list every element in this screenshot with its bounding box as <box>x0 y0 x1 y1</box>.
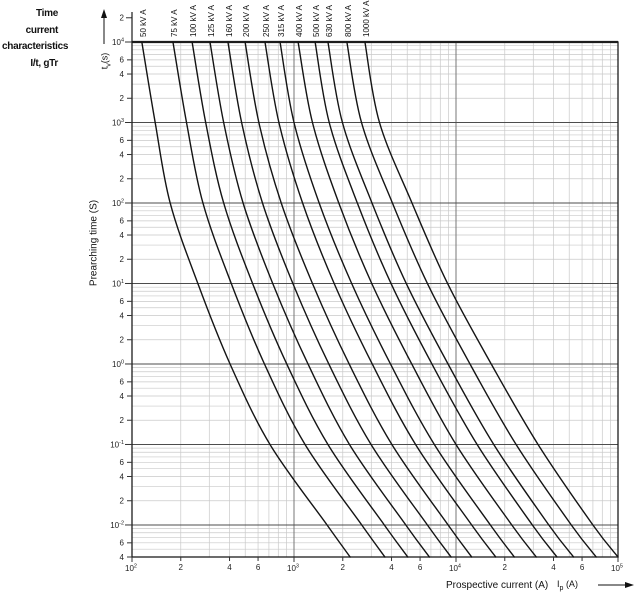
curve-label: 630 kV A <box>325 4 334 37</box>
svg-text:2: 2 <box>120 94 125 103</box>
curve-label: 250 kV A <box>262 4 271 37</box>
svg-text:102: 102 <box>125 564 137 574</box>
grid-major <box>132 42 618 557</box>
curve-1000-kV-A <box>364 41 619 558</box>
curve-label: 125 kV A <box>207 4 216 37</box>
curve-250-kV-A <box>264 41 497 558</box>
curve-125-kV-A <box>209 41 431 558</box>
curve-50-kV-A <box>141 41 351 558</box>
svg-text:104: 104 <box>449 564 461 574</box>
svg-text:6: 6 <box>120 136 125 145</box>
curve-315-kV-A <box>279 41 515 558</box>
svg-text:2: 2 <box>120 14 125 23</box>
svg-text:6: 6 <box>120 56 125 65</box>
svg-text:2: 2 <box>120 255 125 264</box>
svg-text:10-2: 10-2 <box>110 520 124 530</box>
curve-label: 200 kV A <box>242 4 251 37</box>
svg-text:102: 102 <box>112 198 124 208</box>
svg-text:101: 101 <box>112 279 124 289</box>
grid-minor <box>132 42 618 558</box>
curve-75-kV-A <box>172 41 386 558</box>
curve-160-kV-A <box>227 41 452 558</box>
svg-text:2: 2 <box>120 497 125 506</box>
svg-text:4: 4 <box>120 311 125 320</box>
plot-frame <box>131 40 619 558</box>
curve-100-kV-A <box>191 41 409 558</box>
chart-title-line1: Time current <box>25 8 59 36</box>
svg-text:4: 4 <box>120 553 125 562</box>
curve-label: 75 kV A <box>170 9 179 37</box>
svg-text:105: 105 <box>611 564 623 574</box>
svg-text:2: 2 <box>120 175 125 184</box>
curve-800-kV-A <box>346 41 597 558</box>
curve-label: 50 kV A <box>139 9 148 37</box>
svg-text:2: 2 <box>341 563 346 572</box>
svg-text:10-1: 10-1 <box>110 440 124 450</box>
x-axis-symbol: Ip (A) <box>557 579 578 592</box>
svg-text:4: 4 <box>120 150 125 159</box>
svg-text:6: 6 <box>120 458 125 467</box>
svg-text:6: 6 <box>120 297 125 306</box>
svg-text:2: 2 <box>503 563 508 572</box>
svg-text:2: 2 <box>179 563 184 572</box>
chart-title-line3: I/t, gTr <box>30 57 58 69</box>
svg-text:6: 6 <box>120 378 125 387</box>
svg-text:6: 6 <box>256 563 261 572</box>
svg-text:2: 2 <box>120 336 125 345</box>
svg-text:6: 6 <box>580 563 585 572</box>
svg-text:4: 4 <box>120 70 125 79</box>
curve-label: 500 kV A <box>312 4 321 37</box>
curve-label: 160 kV A <box>225 4 234 37</box>
svg-text:6: 6 <box>418 563 423 572</box>
chart-title: Time current characteristics I/t, gTr <box>2 6 69 72</box>
svg-text:6: 6 <box>120 539 125 548</box>
svg-text:104: 104 <box>112 38 124 48</box>
svg-text:6: 6 <box>120 217 125 226</box>
svg-text:4: 4 <box>120 392 125 401</box>
axis-ticks <box>125 17 619 562</box>
svg-text:100: 100 <box>112 359 124 369</box>
curve-label: 315 kV A <box>277 4 286 37</box>
svg-text:4: 4 <box>120 231 125 240</box>
curve-label: 400 kV A <box>295 4 304 37</box>
svg-text:103: 103 <box>287 564 299 574</box>
svg-text:2: 2 <box>120 416 125 425</box>
curve-400-kV-A <box>297 41 537 558</box>
curve-500-kV-A <box>314 41 558 558</box>
curve-label: 1000 kV A <box>362 0 371 37</box>
curve-200-kV-A <box>244 41 473 558</box>
svg-text:103: 103 <box>112 118 124 128</box>
fuse-curves <box>141 41 619 558</box>
x-axis-title: Prospective current (A) <box>446 580 549 591</box>
svg-text:4: 4 <box>120 472 125 481</box>
chart-title-line2: characteristics <box>2 41 69 52</box>
svg-text:4: 4 <box>227 563 232 572</box>
axis-arrows <box>101 9 634 588</box>
curve-630-kV-A <box>327 41 575 558</box>
svg-text:4: 4 <box>389 563 394 572</box>
curve-labels: 50 kV A 75 kV A 100 kV A 125 kV A 160 kV A 20… <box>139 0 371 37</box>
curve-label: 100 kV A <box>189 4 198 37</box>
axis-tick-labels: 104 103 102 101 100 10-1 10-2 4 6 2 4 6 2 4 6 2 4 6 2 4 6 2 4 6… <box>110 14 623 573</box>
svg-text:4: 4 <box>551 563 556 572</box>
curve-label: 800 kV A <box>344 4 353 37</box>
